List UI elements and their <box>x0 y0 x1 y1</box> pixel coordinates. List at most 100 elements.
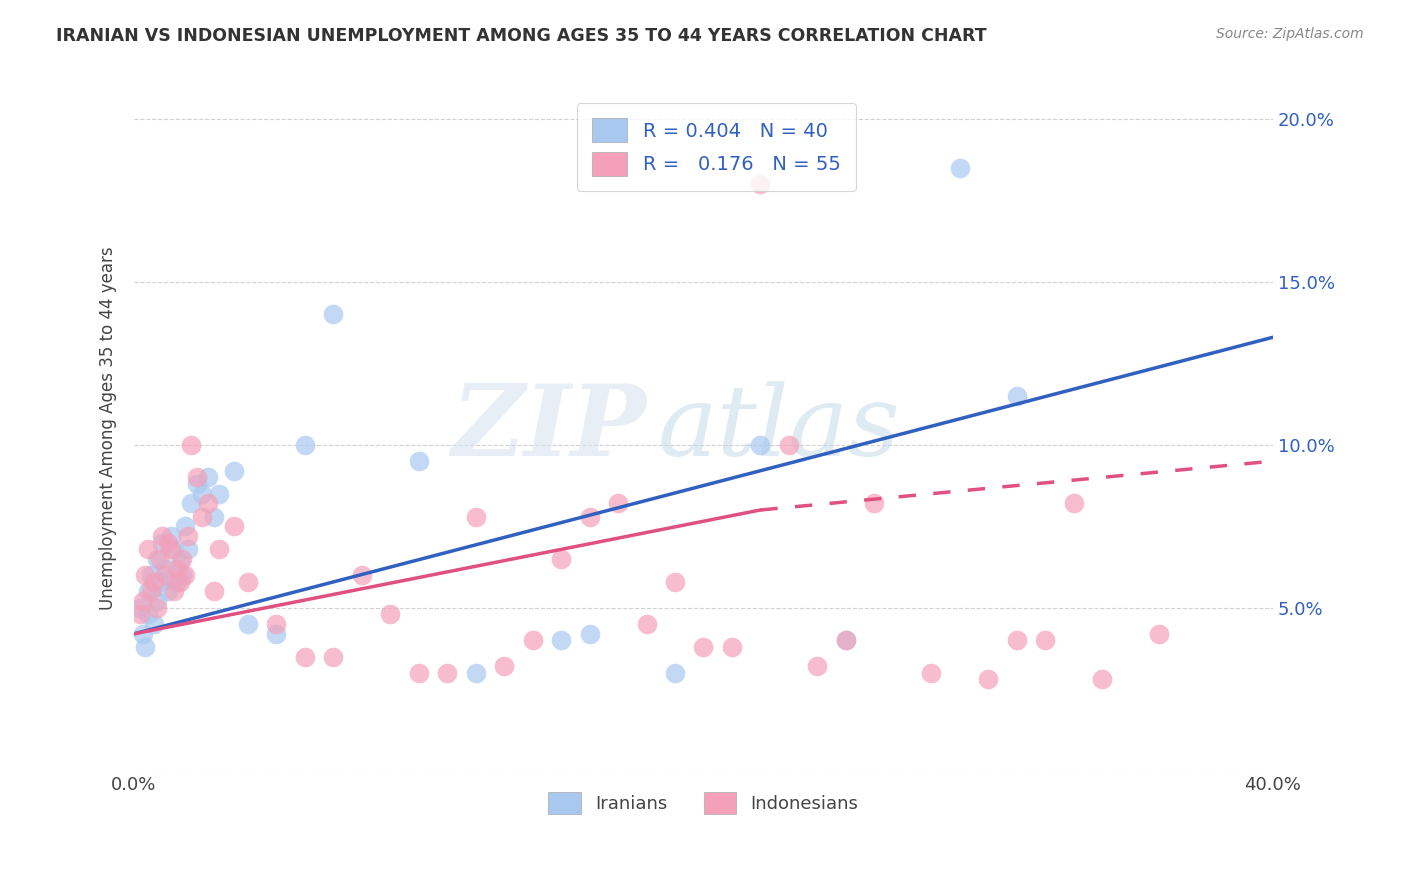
Point <box>180 496 202 510</box>
Point <box>186 470 208 484</box>
Point <box>155 562 177 576</box>
Point <box>578 509 600 524</box>
Point <box>1005 389 1028 403</box>
Point <box>169 555 191 569</box>
Point <box>1033 633 1056 648</box>
Text: atlas: atlas <box>658 381 901 476</box>
Point <box>322 649 344 664</box>
Point <box>136 607 159 622</box>
Point <box>202 584 225 599</box>
Point <box>977 673 1000 687</box>
Point <box>131 627 153 641</box>
Point <box>202 509 225 524</box>
Point <box>692 640 714 654</box>
Point <box>236 617 259 632</box>
Point <box>142 574 165 589</box>
Point <box>778 438 800 452</box>
Point <box>350 568 373 582</box>
Point <box>134 568 156 582</box>
Point <box>380 607 402 622</box>
Point <box>177 542 200 557</box>
Point <box>139 568 162 582</box>
Point <box>191 486 214 500</box>
Point <box>266 617 288 632</box>
Point <box>191 509 214 524</box>
Point <box>664 574 686 589</box>
Point <box>186 477 208 491</box>
Y-axis label: Unemployment Among Ages 35 to 44 years: Unemployment Among Ages 35 to 44 years <box>100 247 117 610</box>
Point <box>806 659 828 673</box>
Point <box>131 594 153 608</box>
Point <box>522 633 544 648</box>
Point <box>163 584 186 599</box>
Point <box>166 574 188 589</box>
Point <box>163 542 186 557</box>
Point <box>464 509 486 524</box>
Point <box>139 584 162 599</box>
Point <box>160 542 183 557</box>
Point <box>169 574 191 589</box>
Point <box>294 649 316 664</box>
Point <box>236 574 259 589</box>
Point <box>550 552 572 566</box>
Point <box>949 161 972 175</box>
Point <box>294 438 316 452</box>
Point <box>146 600 169 615</box>
Point <box>607 496 630 510</box>
Point <box>578 627 600 641</box>
Point <box>146 552 169 566</box>
Point <box>177 529 200 543</box>
Point <box>494 659 516 673</box>
Point <box>464 665 486 680</box>
Point <box>160 529 183 543</box>
Point <box>149 552 172 566</box>
Point <box>1147 627 1170 641</box>
Point <box>152 535 174 549</box>
Point <box>550 633 572 648</box>
Point <box>1063 496 1085 510</box>
Text: Source: ZipAtlas.com: Source: ZipAtlas.com <box>1216 27 1364 41</box>
Point <box>208 542 231 557</box>
Point <box>1005 633 1028 648</box>
Point <box>322 308 344 322</box>
Point <box>408 665 430 680</box>
Point <box>664 665 686 680</box>
Point <box>197 496 219 510</box>
Point <box>136 542 159 557</box>
Point <box>174 568 197 582</box>
Point <box>197 470 219 484</box>
Point <box>149 574 172 589</box>
Point <box>436 665 458 680</box>
Point <box>128 607 150 622</box>
Point <box>863 496 886 510</box>
Point <box>128 600 150 615</box>
Point <box>835 633 858 648</box>
Point <box>180 438 202 452</box>
Point <box>749 438 772 452</box>
Point <box>172 552 194 566</box>
Text: ZIP: ZIP <box>451 380 647 477</box>
Point <box>835 633 858 648</box>
Point <box>174 519 197 533</box>
Point <box>222 519 245 533</box>
Point <box>172 568 194 582</box>
Point <box>222 464 245 478</box>
Point <box>155 568 177 582</box>
Point <box>266 627 288 641</box>
Point <box>1091 673 1114 687</box>
Point <box>636 617 658 632</box>
Point <box>166 562 188 576</box>
Legend: Iranians, Indonesians: Iranians, Indonesians <box>540 783 868 823</box>
Point <box>142 617 165 632</box>
Point <box>136 584 159 599</box>
Point <box>146 594 169 608</box>
Point <box>721 640 744 654</box>
Point <box>134 640 156 654</box>
Point <box>157 584 180 599</box>
Point <box>208 486 231 500</box>
Point <box>408 454 430 468</box>
Point <box>152 529 174 543</box>
Point <box>157 535 180 549</box>
Point <box>920 665 942 680</box>
Text: IRANIAN VS INDONESIAN UNEMPLOYMENT AMONG AGES 35 TO 44 YEARS CORRELATION CHART: IRANIAN VS INDONESIAN UNEMPLOYMENT AMONG… <box>56 27 987 45</box>
